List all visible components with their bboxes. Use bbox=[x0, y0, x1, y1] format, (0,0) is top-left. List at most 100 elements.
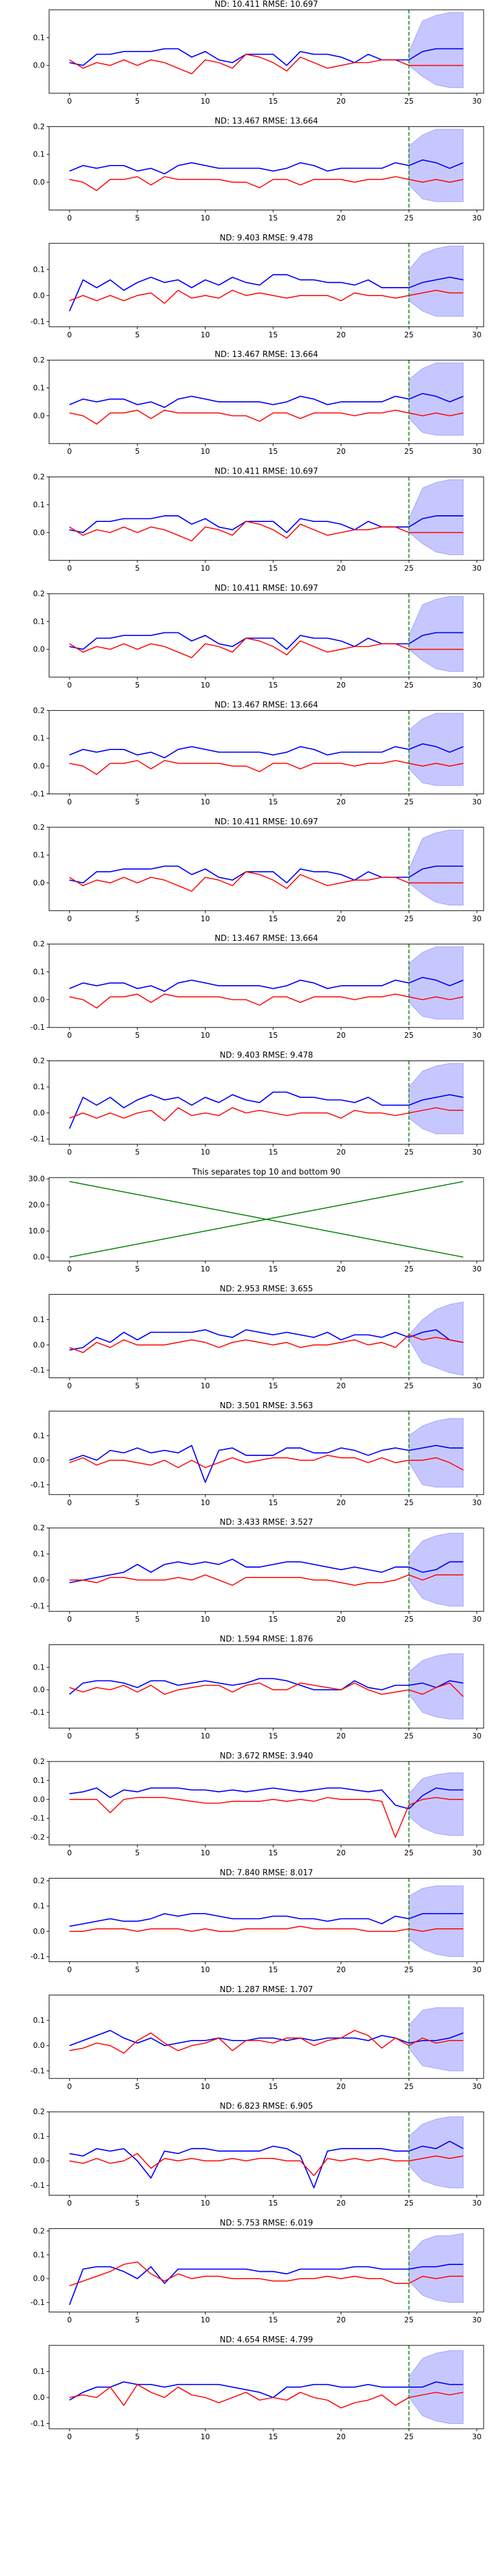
axes-frame bbox=[48, 2228, 484, 2313]
x-tick-label: 25 bbox=[404, 914, 414, 923]
x-tick-label: 20 bbox=[336, 213, 346, 222]
y-tick-label: 0.1 bbox=[33, 150, 45, 159]
y-tick-label: 10.0 bbox=[28, 1227, 45, 1235]
x-tick-label: 0 bbox=[67, 213, 72, 222]
confidence-band bbox=[408, 1063, 464, 1135]
x-tick-label: 30 bbox=[472, 1148, 481, 1157]
x-tick-label: 15 bbox=[268, 797, 277, 806]
x-tick-label: 10 bbox=[201, 213, 210, 222]
y-tick-label: 0.1 bbox=[33, 1432, 45, 1440]
x-tick-label: 20 bbox=[336, 97, 346, 105]
x-tick-label: 25 bbox=[404, 97, 414, 105]
chart-panel-9: ND: 13.467 RMSE: 13.664 0 5 10 15 20 25 30 -0.1 0… bbox=[31, 934, 484, 1040]
x-tick-label: 10 bbox=[201, 564, 210, 573]
x-tick-label: 30 bbox=[472, 681, 481, 689]
actual-line bbox=[69, 1107, 463, 1122]
y-tick-label: 0.1 bbox=[33, 265, 45, 274]
x-tick-label: 25 bbox=[404, 1148, 414, 1157]
y-tick-label: 0.2 bbox=[33, 1877, 45, 1885]
chart-panel-6: ND: 10.411 RMSE: 10.697 0 5 10 15 20 25 30 0.0 0.… bbox=[33, 584, 484, 689]
x-tick-label: 15 bbox=[268, 2199, 277, 2207]
y-tick-label: -0.1 bbox=[31, 2181, 45, 2190]
actual-line bbox=[69, 53, 463, 75]
predicted-line bbox=[69, 1444, 463, 1483]
chart-panel-10: ND: 9.403 RMSE: 9.478 0 5 10 15 20 25 30 -0.1 0.0… bbox=[31, 1051, 484, 1157]
y-tick-label: 0.0 bbox=[33, 2393, 45, 2402]
x-tick-label: 20 bbox=[336, 1849, 346, 1857]
y-tick-label: -0.1 bbox=[31, 2420, 45, 2428]
separator-line bbox=[69, 1181, 463, 1258]
x-tick-label: 25 bbox=[404, 1732, 414, 1741]
x-tick-label: 15 bbox=[268, 2082, 277, 2091]
predicted-line bbox=[69, 743, 464, 759]
x-tick-label: 20 bbox=[336, 1148, 346, 1157]
y-tick-label: 0.2 bbox=[33, 1524, 45, 1532]
confidence-band bbox=[408, 362, 464, 436]
y-tick-label: 0.0 bbox=[33, 645, 45, 654]
y-tick-label: 0.2 bbox=[33, 589, 45, 598]
x-tick-label: 10 bbox=[201, 1615, 210, 1623]
y-tick-label: 0.0 bbox=[33, 1109, 45, 1117]
y-tick-label: 0.1 bbox=[33, 2367, 45, 2376]
x-tick-label: 30 bbox=[472, 1849, 481, 1857]
axes-frame bbox=[48, 126, 484, 210]
x-tick-label: 10 bbox=[201, 447, 210, 456]
y-tick-label: -0.1 bbox=[31, 1366, 45, 1374]
confidence-band bbox=[408, 1773, 464, 1836]
confidence-band bbox=[408, 2233, 464, 2303]
actual-line bbox=[69, 1925, 463, 1932]
chart-panel-4: ND: 13.467 RMSE: 13.664 0 5 10 15 20 25 30 0.0 0.… bbox=[33, 350, 484, 456]
x-tick-label: 20 bbox=[336, 2199, 346, 2207]
x-tick-label: 5 bbox=[135, 447, 140, 456]
x-tick-label: 10 bbox=[201, 1148, 210, 1157]
x-tick-label: 15 bbox=[268, 97, 277, 105]
y-tick-label: 0.1 bbox=[33, 2250, 45, 2259]
x-tick-label: 0 bbox=[67, 1615, 72, 1623]
confidence-band bbox=[408, 1653, 464, 1720]
y-tick-label: 0.1 bbox=[33, 968, 45, 976]
x-tick-label: 20 bbox=[336, 331, 346, 339]
panel-title: ND: 13.467 RMSE: 13.664 bbox=[215, 934, 319, 943]
panel-title: ND: 4.654 RMSE: 4.799 bbox=[220, 2336, 313, 2345]
axes-frame bbox=[48, 827, 484, 911]
axes-frame bbox=[48, 593, 484, 678]
x-tick-label: 30 bbox=[472, 1498, 481, 1507]
x-tick-label: 0 bbox=[67, 1732, 72, 1741]
x-tick-label: 0 bbox=[67, 1498, 72, 1507]
x-tick-label: 25 bbox=[404, 2432, 414, 2441]
y-tick-label: 0.0 bbox=[33, 1456, 45, 1465]
axes-frame bbox=[48, 2111, 484, 2196]
x-tick-label: 15 bbox=[268, 1148, 277, 1157]
predicted-line bbox=[69, 865, 463, 884]
y-tick-label: 0.1 bbox=[33, 1902, 45, 1911]
y-tick-label: -0.1 bbox=[31, 1814, 45, 1823]
y-tick-label: 0.2 bbox=[33, 356, 45, 364]
x-tick-label: 0 bbox=[67, 1265, 72, 1273]
axes-frame bbox=[48, 359, 484, 444]
panel-title: ND: 6.823 RMSE: 6.905 bbox=[220, 2102, 313, 2111]
x-tick-label: 20 bbox=[336, 1031, 346, 1040]
axes-frame bbox=[48, 1761, 484, 1846]
x-tick-label: 5 bbox=[135, 2082, 140, 2091]
y-tick-label: 0.1 bbox=[33, 1776, 45, 1785]
x-tick-label: 10 bbox=[201, 1498, 210, 1507]
y-tick-label: 0.2 bbox=[33, 2226, 45, 2235]
axes-frame bbox=[48, 1411, 484, 1495]
y-tick-label: 0.1 bbox=[33, 851, 45, 859]
x-tick-label: 25 bbox=[404, 681, 414, 689]
x-tick-label: 15 bbox=[268, 1265, 277, 1273]
chart-panel-19: ND: 6.823 RMSE: 6.905 0 5 10 15 20 25 30 -0.1 0.0… bbox=[31, 2102, 484, 2207]
y-tick-label: -0.1 bbox=[31, 1481, 45, 1489]
x-tick-label: 20 bbox=[336, 1965, 346, 1974]
y-tick-label: 0.0 bbox=[33, 178, 45, 186]
x-tick-label: 10 bbox=[201, 97, 210, 105]
x-tick-label: 30 bbox=[472, 1615, 481, 1623]
actual-line bbox=[69, 994, 463, 1009]
chart-panel-5: ND: 10.411 RMSE: 10.697 0 5 10 15 20 25 30 0.0 0.… bbox=[33, 467, 484, 573]
x-tick-label: 5 bbox=[135, 1965, 140, 1974]
y-tick-label: 0.2 bbox=[33, 1057, 45, 1065]
panel-title: ND: 10.411 RMSE: 10.697 bbox=[215, 584, 319, 593]
x-tick-label: 5 bbox=[135, 331, 140, 339]
y-tick-label: 0.1 bbox=[33, 1663, 45, 1671]
y-tick-label: -0.1 bbox=[31, 1952, 45, 1961]
